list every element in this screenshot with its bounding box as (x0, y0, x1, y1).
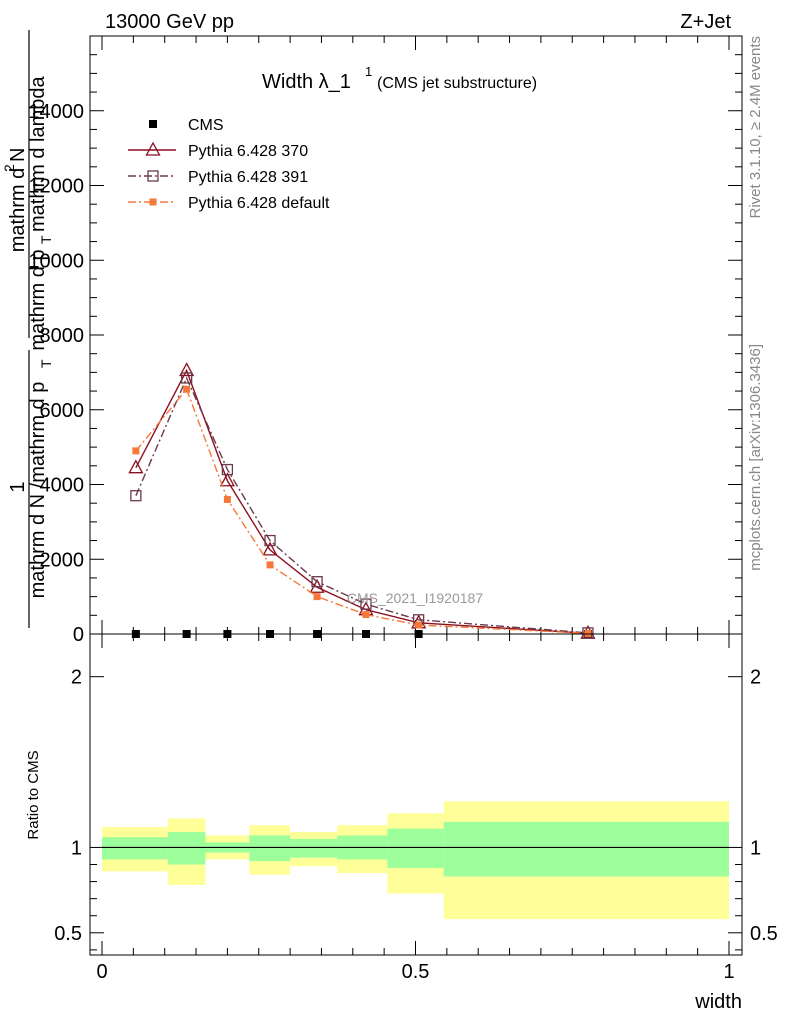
ratio-y-tick-label-right: 0.5 (750, 923, 778, 945)
ylabel-num2: mathrm d (7, 168, 29, 252)
stat-uncertainty-band (387, 828, 444, 868)
series-point-2 (130, 490, 142, 502)
ylabel-num2-sup: 2 (1, 164, 17, 172)
series-line-1 (135, 368, 588, 634)
ylabel-den1: mathrm d N /mathrm d p (27, 382, 49, 599)
legend-marker-0 (149, 120, 157, 128)
ylabel-num2-rest: N (7, 148, 29, 162)
header-left: 13000 GeV pp (105, 11, 234, 33)
series-point-2 (221, 463, 234, 476)
series-point-2 (311, 576, 323, 588)
main-plot-panel: 0 2000 4000 6000 8000 10000 12000 14000 (28, 35, 743, 646)
series-point-2 (360, 598, 372, 610)
header-right: Z+Jet (680, 11, 731, 33)
ylabel-num1: 1 (7, 481, 29, 492)
legend-label-3: Pythia 6.428 default (188, 195, 330, 212)
y-tick-label: 0 (73, 624, 84, 646)
series-point-1 (179, 362, 195, 377)
series-point-3 (415, 621, 423, 629)
x-tick-label: 0.5 (402, 961, 430, 983)
plot-subtitle: (CMS jet substructure) (377, 75, 537, 92)
rivet-version-label: Rivet 3.1.10, ≥ 2.4M events (747, 36, 764, 219)
ratio-y-tick-label: 0.5 (54, 923, 82, 945)
ylabel-den2-rest: mathrm d lambda (27, 76, 49, 232)
legend-marker-2 (147, 170, 159, 182)
y-tick-label: 6000 (40, 400, 85, 422)
series-point-2 (582, 627, 594, 639)
stat-uncertainty-band (167, 832, 206, 865)
stat-uncertainty-band (443, 821, 729, 877)
stat-uncertainty-band (290, 838, 338, 858)
plot-title-superscript: 1 (365, 64, 372, 79)
y-tick-label: 4000 (40, 475, 85, 497)
series-line-2 (135, 376, 588, 634)
legend-label-2: Pythia 6.428 391 (188, 169, 308, 186)
legend-marker-3 (149, 198, 157, 206)
stat-uncertainty-band (249, 835, 291, 862)
y-tick-label: 10000 (28, 250, 84, 272)
series-point-1 (128, 459, 144, 474)
ylabel-den2-sub: T (38, 235, 54, 244)
series-point-3 (183, 385, 191, 393)
series-point-3 (223, 495, 231, 503)
series-point-3 (584, 629, 592, 637)
y-tick-label: 14000 (28, 101, 84, 123)
legend: CMS Pythia 6.428 370 Pythia 6.428 391 Pythi… (128, 117, 330, 212)
series-line-3 (135, 387, 588, 635)
x-axis-label: width (694, 991, 742, 1013)
plot-title: Width λ_1 1 (CMS jet substructure) (262, 64, 537, 93)
legend-label-1: Pythia 6.428 370 (188, 143, 308, 160)
series-point-3 (132, 447, 140, 455)
plot-title-text: Width λ_1 (262, 71, 351, 93)
ylabel-den1-sub: T (38, 359, 54, 368)
series-point-3 (313, 593, 321, 601)
ratio-y-tick-label: 1 (71, 837, 82, 859)
ylabel-den2: mathrm d p (27, 249, 49, 350)
x-tick-label: 1 (723, 961, 734, 983)
ratio-y-axis-label: Ratio to CMS (25, 750, 42, 839)
series-point-3 (362, 611, 370, 619)
ratio-y-tick-label: 2 (71, 667, 82, 689)
series-point-2 (180, 372, 193, 384)
y-tick-label: 2000 (40, 549, 85, 571)
series-point-1 (262, 541, 278, 556)
ratio-y-tick-label-right: 2 (750, 667, 761, 689)
mcplots-label: mcplots.cern.ch [arXiv:1306.3436] (747, 344, 764, 571)
legend-marker-1 (145, 141, 161, 156)
ratio-plot-panel: 0.5 0.5 1 1 2 2 0 0.5 1 (54, 633, 778, 983)
stat-uncertainty-band (102, 837, 168, 860)
ratio-y-tick-label-right: 1 (750, 837, 761, 859)
series-point-3 (266, 561, 274, 569)
y-tick-label: 12000 (28, 176, 84, 198)
legend-label-0: CMS (188, 117, 224, 134)
y-tick-label: 8000 (40, 325, 85, 347)
analysis-watermark: CMS_2021_I1920187 (347, 590, 483, 606)
series-point-2 (264, 534, 276, 547)
main-y-axis-label: 1 mathrm d N /mathrm d p T mathrm d 2 N … (1, 30, 54, 628)
x-tick-label: 0 (96, 961, 107, 983)
series-point-1 (219, 472, 235, 487)
